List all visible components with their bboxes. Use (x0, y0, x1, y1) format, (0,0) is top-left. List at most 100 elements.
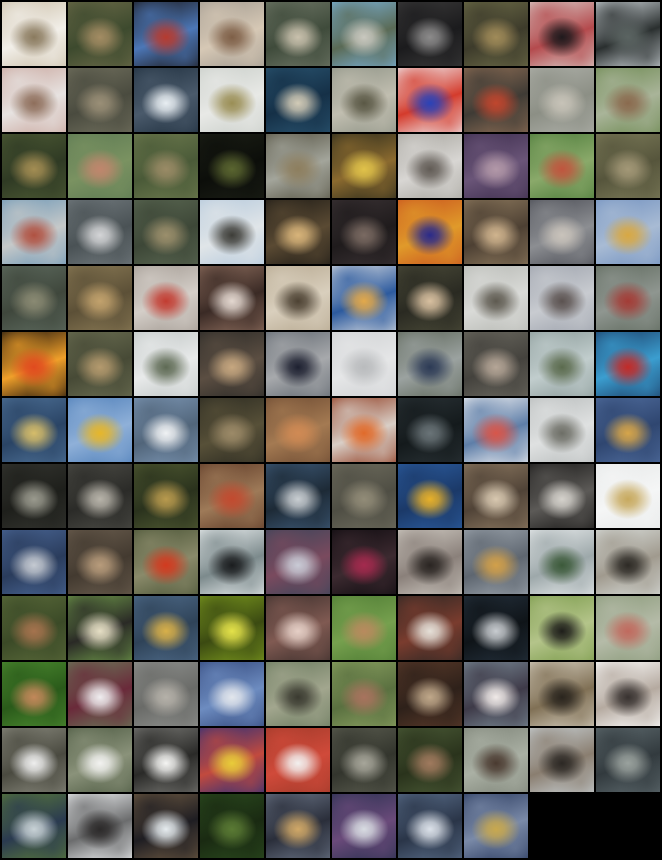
image-tile (398, 530, 462, 594)
image-tile (266, 200, 330, 264)
image-tile (530, 662, 594, 726)
image-tile (398, 728, 462, 792)
image-tile (398, 398, 462, 462)
image-tile (464, 134, 528, 198)
image-tile (464, 200, 528, 264)
image-tile (2, 68, 66, 132)
image-tile (68, 794, 132, 858)
image-tile (332, 332, 396, 396)
image-tile (530, 68, 594, 132)
image-tile (68, 68, 132, 132)
image-tile (200, 728, 264, 792)
image-tile (2, 398, 66, 462)
image-tile (464, 662, 528, 726)
image-tile (596, 398, 660, 462)
image-tile (266, 662, 330, 726)
image-tile (266, 332, 330, 396)
image-tile (398, 134, 462, 198)
image-tile (2, 728, 66, 792)
image-tile (134, 464, 198, 528)
image-tile (68, 662, 132, 726)
image-tile (332, 398, 396, 462)
image-tile (266, 134, 330, 198)
image-tile (200, 134, 264, 198)
image-tile (134, 662, 198, 726)
image-tile (530, 530, 594, 594)
image-tile (134, 728, 198, 792)
image-tile (530, 134, 594, 198)
image-tile (596, 68, 660, 132)
image-tile (398, 464, 462, 528)
image-tile (68, 728, 132, 792)
image-tile (530, 2, 594, 66)
image-tile (200, 2, 264, 66)
image-tile (464, 266, 528, 330)
image-tile (464, 728, 528, 792)
image-tile (200, 662, 264, 726)
image-tile (68, 134, 132, 198)
image-tile (596, 266, 660, 330)
image-tile (530, 266, 594, 330)
image-tile (2, 266, 66, 330)
image-tile (530, 200, 594, 264)
image-tile (596, 530, 660, 594)
image-tile (2, 134, 66, 198)
image-tile (134, 794, 198, 858)
image-tile (398, 266, 462, 330)
image-tile (68, 332, 132, 396)
image-tile (266, 596, 330, 660)
image-tile (332, 464, 396, 528)
image-tile (332, 68, 396, 132)
image-tile (134, 134, 198, 198)
image-tile (266, 398, 330, 462)
image-tile (332, 530, 396, 594)
image-tile (398, 794, 462, 858)
image-tile (266, 530, 330, 594)
image-tile (2, 794, 66, 858)
image-tile (2, 662, 66, 726)
image-tile (200, 596, 264, 660)
image-tile (596, 2, 660, 66)
image-tile (596, 464, 660, 528)
image-tile (398, 596, 462, 660)
image-tile (134, 68, 198, 132)
image-tile (68, 398, 132, 462)
image-tile (464, 464, 528, 528)
image-tile (464, 596, 528, 660)
image-tile (530, 464, 594, 528)
image-tile (200, 530, 264, 594)
image-tile (398, 200, 462, 264)
image-tile (398, 662, 462, 726)
image-tile (530, 332, 594, 396)
image-tile (332, 134, 396, 198)
image-tile (68, 200, 132, 264)
image-tile (266, 266, 330, 330)
image-tile (398, 332, 462, 396)
image-tile (134, 332, 198, 396)
image-tile (266, 464, 330, 528)
image-tile (596, 728, 660, 792)
image-tile (596, 332, 660, 396)
image-tile (332, 596, 396, 660)
image-tile (464, 794, 528, 858)
image-tile (200, 464, 264, 528)
image-tile (464, 68, 528, 132)
image-tile (2, 200, 66, 264)
image-tile (464, 398, 528, 462)
image-tile (134, 2, 198, 66)
image-tile (266, 794, 330, 858)
image-tile (134, 530, 198, 594)
image-tile (398, 68, 462, 132)
image-tile (530, 596, 594, 660)
image-tile (134, 398, 198, 462)
image-tile (68, 530, 132, 594)
image-tile (332, 200, 396, 264)
image-tile (68, 464, 132, 528)
image-tile (68, 266, 132, 330)
image-tile (332, 2, 396, 66)
image-tile (596, 134, 660, 198)
image-tile (200, 794, 264, 858)
image-tile (2, 2, 66, 66)
image-tile (596, 596, 660, 660)
